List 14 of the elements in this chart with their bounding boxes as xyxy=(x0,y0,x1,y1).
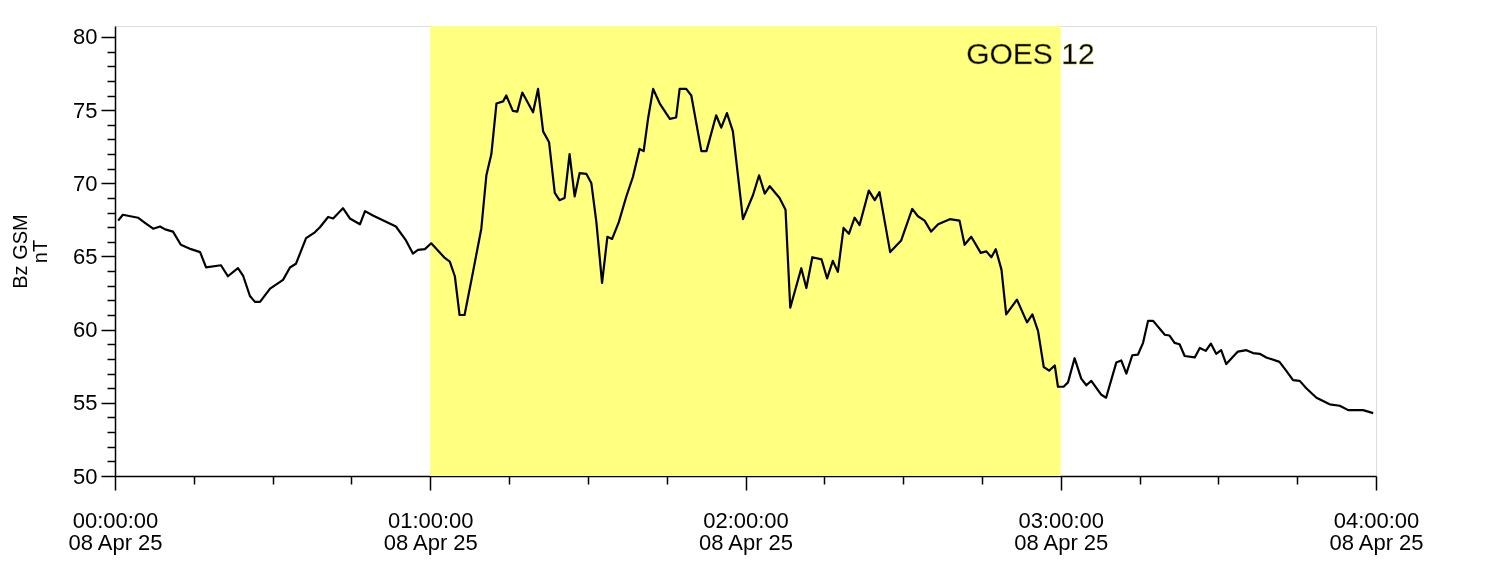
x-tick-label: 03:00:00 08 Apr 25 xyxy=(1014,507,1109,555)
y-tick-label: 70 xyxy=(73,170,98,196)
x-tick-label: 02:00:00 08 Apr 25 xyxy=(698,507,794,555)
y-tick-label: 50 xyxy=(73,463,98,489)
y-tick-label: 75 xyxy=(73,97,98,123)
y-tick-label: 60 xyxy=(73,317,98,343)
y-axis-title: Bz GSM nT xyxy=(9,214,52,289)
y-tick-label: 65 xyxy=(73,243,98,269)
y-tick-label: 55 xyxy=(73,390,98,416)
y-tick-label: 80 xyxy=(73,24,98,50)
x-tick-label: 04:00:00 08 Apr 25 xyxy=(1329,507,1424,555)
x-tick-label: 01:00:00 08 Apr 25 xyxy=(383,507,478,555)
annotation: GOES 12 xyxy=(966,37,1095,70)
x-tick-label: 00:00:00 08 Apr 25 xyxy=(68,507,163,555)
